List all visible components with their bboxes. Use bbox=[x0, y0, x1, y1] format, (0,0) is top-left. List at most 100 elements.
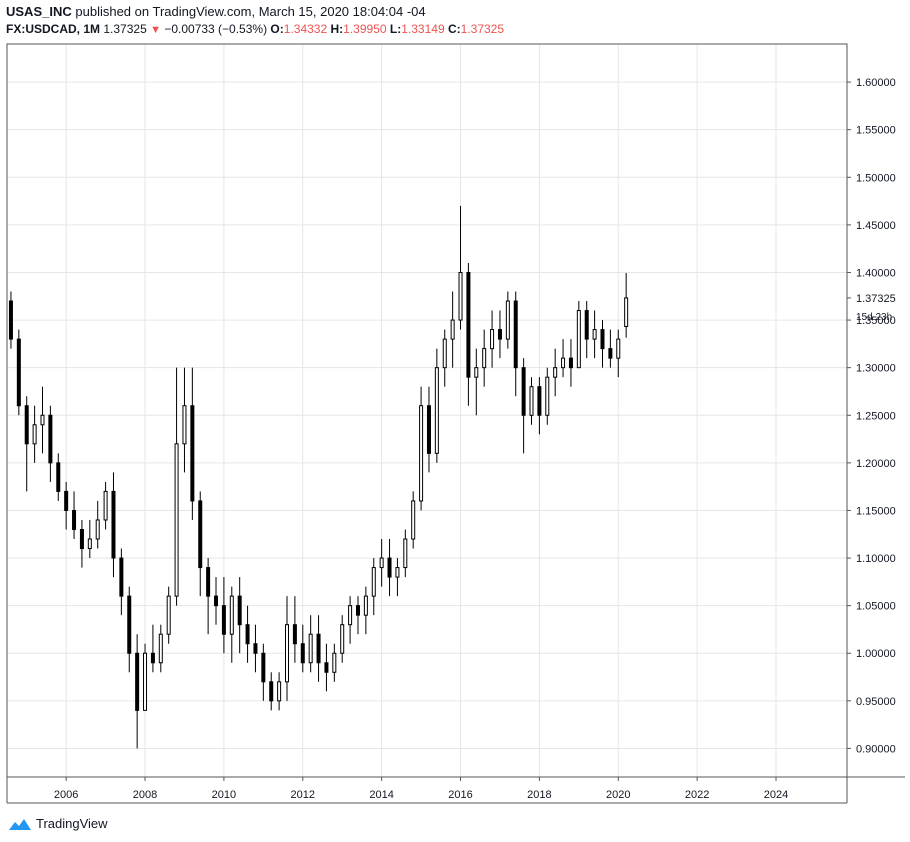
candle-body bbox=[324, 662, 329, 673]
candle-body bbox=[624, 297, 629, 327]
y-tick-label: 1.05000 bbox=[856, 601, 896, 613]
candle-body bbox=[442, 338, 447, 369]
candle-body bbox=[229, 595, 234, 635]
candle-body bbox=[64, 490, 69, 511]
candle-body bbox=[87, 538, 92, 550]
candle-body bbox=[182, 405, 187, 445]
x-tick-label: 2020 bbox=[606, 789, 630, 801]
x-tick-label: 2022 bbox=[685, 789, 709, 801]
candle-body bbox=[79, 528, 84, 550]
candle-body bbox=[355, 605, 360, 616]
tradingview-logo[interactable]: TradingView bbox=[8, 816, 108, 831]
candle-body bbox=[48, 414, 53, 464]
candle-body bbox=[505, 300, 510, 340]
candle-body bbox=[95, 519, 100, 540]
y-tick-label: 1.60000 bbox=[856, 77, 896, 89]
candle-body bbox=[143, 652, 148, 711]
candle-body bbox=[150, 652, 155, 664]
countdown-label: 15d 23h bbox=[856, 312, 892, 323]
open-value: 1.34332 bbox=[283, 22, 328, 36]
tradingview-icon bbox=[9, 818, 31, 830]
candle-body bbox=[245, 624, 250, 645]
y-tick-label: 1.15000 bbox=[856, 505, 896, 517]
candle-body bbox=[221, 605, 226, 635]
y-tick-label: 1.55000 bbox=[856, 125, 896, 137]
open-label: O: bbox=[270, 22, 284, 36]
candle-body bbox=[127, 595, 132, 654]
candle-body bbox=[545, 376, 550, 416]
candle-body bbox=[521, 367, 526, 416]
candle-body bbox=[316, 633, 321, 664]
candle-body bbox=[166, 595, 171, 635]
candle-body bbox=[584, 310, 589, 340]
candle-body bbox=[261, 652, 266, 683]
close-label: C: bbox=[447, 22, 461, 36]
candle-body bbox=[490, 329, 495, 350]
candle-body bbox=[198, 500, 203, 569]
published-text: published on TradingView.com, March 15, … bbox=[75, 4, 426, 19]
candle-body bbox=[450, 319, 455, 340]
candle-body bbox=[363, 595, 368, 616]
candle-body bbox=[474, 367, 479, 378]
y-tick-label: 1.10000 bbox=[856, 553, 896, 565]
candle-body bbox=[285, 624, 289, 683]
candle-body bbox=[529, 386, 534, 416]
candle-body bbox=[56, 462, 61, 492]
candle-body bbox=[308, 633, 313, 664]
candle-body bbox=[214, 595, 219, 607]
candle-body bbox=[419, 405, 424, 502]
candle-body bbox=[395, 567, 400, 578]
candle-body bbox=[206, 567, 211, 597]
candle-body bbox=[403, 538, 408, 569]
y-tick-label: 1.25000 bbox=[856, 410, 896, 422]
candle-body bbox=[119, 557, 124, 597]
y-tick-label: 1.50000 bbox=[856, 172, 896, 184]
publisher-name[interactable]: USAS_INC bbox=[6, 4, 72, 19]
candle-body bbox=[300, 643, 305, 664]
x-tick-label: 2014 bbox=[369, 789, 393, 801]
candle-body bbox=[387, 557, 392, 578]
y-tick-label: 1.30000 bbox=[856, 363, 896, 375]
publish-info: USAS_INC published on TradingView.com, M… bbox=[6, 4, 426, 19]
y-tick-label: 1.20000 bbox=[856, 458, 896, 470]
x-tick-label: 2018 bbox=[527, 789, 551, 801]
candle-body bbox=[158, 633, 163, 664]
high-value: 1.39950 bbox=[343, 22, 387, 36]
brand-name: TradingView bbox=[36, 816, 108, 831]
candle-body bbox=[348, 605, 353, 626]
y-tick-label: 0.90000 bbox=[856, 743, 896, 755]
candle-body bbox=[292, 624, 297, 645]
last-price: 1.37325 bbox=[103, 22, 147, 36]
candle-body bbox=[253, 643, 258, 654]
close-value: 1.37325 bbox=[460, 22, 505, 36]
candle-body bbox=[32, 424, 37, 445]
symbol-label[interactable]: FX:USDCAD, 1M bbox=[6, 22, 101, 36]
x-tick-label: 2008 bbox=[133, 789, 157, 801]
candle-body bbox=[24, 405, 29, 445]
candle-body bbox=[553, 367, 558, 378]
candle-body bbox=[371, 567, 376, 597]
candle-body bbox=[576, 310, 581, 369]
last-price-label: 1.37325 bbox=[856, 293, 896, 305]
high-label: H: bbox=[330, 22, 344, 36]
candle-body bbox=[40, 414, 45, 426]
x-tick-label: 2012 bbox=[291, 789, 315, 801]
down-arrow-icon: ▼ bbox=[150, 24, 161, 36]
candle-body bbox=[568, 357, 573, 369]
candle-body bbox=[561, 357, 566, 369]
candle-body bbox=[332, 652, 337, 673]
candle-body bbox=[379, 557, 384, 569]
candle-body bbox=[135, 652, 140, 711]
candle-body bbox=[411, 500, 416, 540]
x-tick-label: 2010 bbox=[212, 789, 236, 801]
y-tick-label: 1.00000 bbox=[856, 648, 896, 660]
candle-body bbox=[16, 338, 21, 407]
candle-body bbox=[592, 329, 597, 340]
candle-body bbox=[103, 490, 108, 521]
x-tick-label: 2024 bbox=[764, 789, 788, 801]
candle-body bbox=[434, 367, 439, 454]
candle-body bbox=[608, 348, 613, 359]
candle-body bbox=[458, 271, 463, 321]
candle-body bbox=[537, 386, 542, 416]
